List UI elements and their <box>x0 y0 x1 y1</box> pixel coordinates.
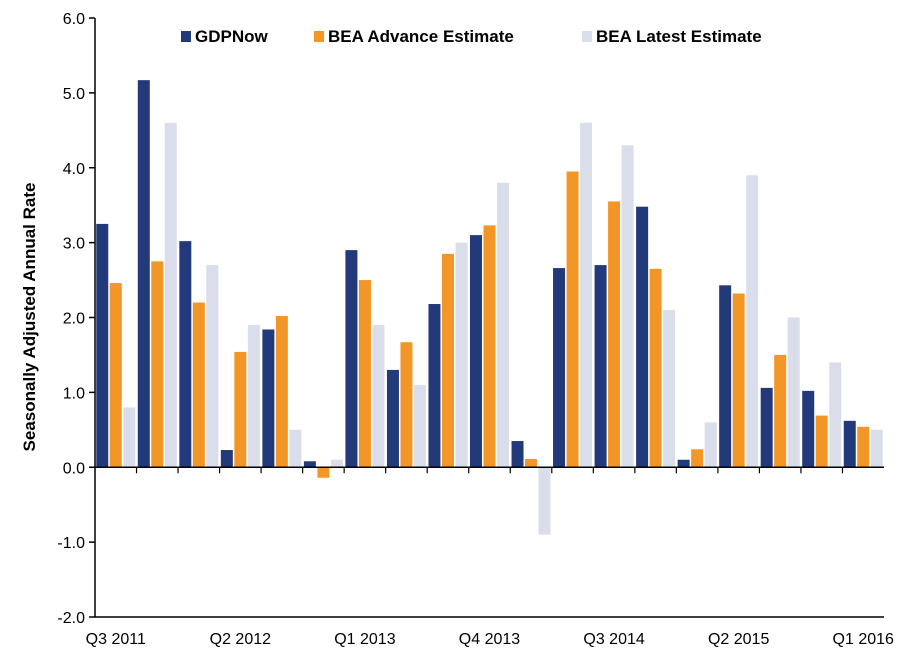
bar-gdpnow-q3-2015 <box>760 387 773 468</box>
bar-bea-advance-estimate-q1-2015 <box>691 449 704 468</box>
bar-bea-latest-estimate-q3-2015 <box>787 317 800 468</box>
bar-bea-latest-estimate-q3-2012 <box>289 429 302 468</box>
bar-gdpnow-q4-2014 <box>636 206 649 468</box>
y-tick-label: 5.0 <box>63 86 85 103</box>
y-tick-label: 0.0 <box>63 460 85 477</box>
bar-bea-advance-estimate-q4-2015 <box>815 415 828 468</box>
bar-gdpnow-q1-2016 <box>843 420 856 468</box>
y-tick-label: 1.0 <box>63 385 85 402</box>
bar-gdpnow-q3-2013 <box>428 304 441 468</box>
bar-bea-latest-estimate-q4-2011 <box>164 122 177 468</box>
bar-gdpnow-q3-2011 <box>96 223 109 468</box>
bar-bea-latest-estimate-q4-2012 <box>330 459 343 468</box>
x-tick-label: Q3 2011 <box>86 631 146 648</box>
bar-bea-advance-estimate-q2-2014 <box>566 171 579 468</box>
y-tick-label: 4.0 <box>63 161 85 178</box>
bar-bea-advance-estimate-q3-2015 <box>774 354 787 468</box>
bar-bea-latest-estimate-q1-2013 <box>372 324 385 468</box>
bar-bea-advance-estimate-q1-2014 <box>525 459 538 468</box>
y-tick-label: 6.0 <box>63 11 85 28</box>
y-tick-label: 3.0 <box>63 236 85 253</box>
bar-bea-latest-estimate-q2-2015 <box>746 175 759 468</box>
bars-layer <box>96 80 883 535</box>
legend-swatch-bea-latest-estimate <box>582 31 592 42</box>
bar-gdpnow-q2-2012 <box>220 450 233 468</box>
bar-bea-advance-estimate-q3-2011 <box>109 283 122 468</box>
bar-gdpnow-q3-2012 <box>262 329 275 468</box>
bar-bea-latest-estimate-q4-2014 <box>663 310 676 468</box>
y-axis-title: Seasonally Adjusted Annual Rate <box>20 183 39 452</box>
bar-bea-advance-estimate-q2-2012 <box>234 351 247 468</box>
bar-bea-advance-estimate-q4-2014 <box>649 268 662 468</box>
bar-bea-advance-estimate-q2-2013 <box>400 342 413 468</box>
legend-label-bea-latest-estimate: BEA Latest Estimate <box>596 27 762 46</box>
bar-bea-latest-estimate-q1-2014 <box>538 467 551 535</box>
y-ticks: -2.0 -1.0 0.0 1.0 2.0 3.0 4.0 5.0 6.0 <box>57 11 95 627</box>
bar-bea-advance-estimate-q1-2016 <box>857 426 870 468</box>
bar-gdpnow-q3-2014 <box>594 265 607 468</box>
bar-bea-advance-estimate-q3-2014 <box>608 201 621 468</box>
bar-bea-advance-estimate-q4-2013 <box>483 225 496 468</box>
legend-label-bea-advance-estimate: BEA Advance Estimate <box>328 27 514 46</box>
bar-bea-latest-estimate-q1-2016 <box>870 429 883 468</box>
bar-bea-latest-estimate-q2-2013 <box>413 384 426 468</box>
bar-bea-advance-estimate-q4-2012 <box>317 467 330 478</box>
bar-bea-latest-estimate-q3-2014 <box>621 145 634 468</box>
bar-gdpnow-q2-2014 <box>553 268 566 468</box>
bar-bea-latest-estimate-q4-2015 <box>829 362 842 468</box>
bar-bea-latest-estimate-q1-2012 <box>206 265 219 468</box>
legend-swatch-gdpnow <box>181 31 191 42</box>
bar-bea-advance-estimate-q4-2011 <box>151 261 164 468</box>
bar-bea-latest-estimate-q2-2014 <box>580 122 593 468</box>
bar-gdpnow-q4-2011 <box>137 80 150 468</box>
x-tick-label: Q2 2012 <box>210 631 271 648</box>
bar-bea-latest-estimate-q2-2012 <box>247 324 260 468</box>
bar-bea-latest-estimate-q4-2013 <box>497 182 509 468</box>
bar-gdpnow-q2-2015 <box>719 285 732 468</box>
bar-bea-advance-estimate-q1-2012 <box>192 302 205 468</box>
bar-bea-advance-estimate-q3-2013 <box>441 253 454 468</box>
bar-bea-advance-estimate-q1-2013 <box>358 280 371 468</box>
bar-gdpnow-q2-2013 <box>386 369 399 468</box>
bar-gdpnow-q1-2014 <box>511 441 524 468</box>
bar-bea-latest-estimate-q1-2015 <box>704 422 717 468</box>
legend-swatch-bea-advance-estimate <box>314 31 324 42</box>
bar-gdpnow-q4-2013 <box>470 235 482 468</box>
legend-label-gdpnow: GDPNow <box>195 27 269 46</box>
x-tick-label: Q4 2013 <box>459 631 520 648</box>
bar-bea-latest-estimate-q3-2011 <box>123 407 136 468</box>
x-tick-label: Q1 2013 <box>334 631 395 648</box>
y-tick-label: -1.0 <box>57 535 85 552</box>
bar-bea-advance-estimate-q2-2015 <box>732 293 745 468</box>
bar-gdpnow-q1-2013 <box>345 250 358 468</box>
bar-bea-advance-estimate-q3-2012 <box>275 316 288 468</box>
x-ticks: Q3 2011 Q2 2012 Q1 2013 Q4 2013 Q3 2014 Q2 20… <box>86 467 894 648</box>
bar-gdpnow-q1-2015 <box>677 459 690 468</box>
y-tick-label: 2.0 <box>63 311 85 328</box>
x-tick-label: Q1 2016 <box>833 631 894 648</box>
bar-gdpnow-q4-2015 <box>802 390 815 468</box>
y-tick-label: -2.0 <box>57 610 85 627</box>
x-tick-label: Q3 2014 <box>583 631 644 648</box>
x-tick-label: Q2 2015 <box>708 631 769 648</box>
bar-gdpnow-q1-2012 <box>179 241 192 468</box>
bar-gdpnow-q4-2012 <box>303 461 316 468</box>
legend: GDPNow BEA Advance Estimate BEA Latest Est… <box>181 27 762 46</box>
bar-bea-latest-estimate-q3-2013 <box>455 242 468 468</box>
